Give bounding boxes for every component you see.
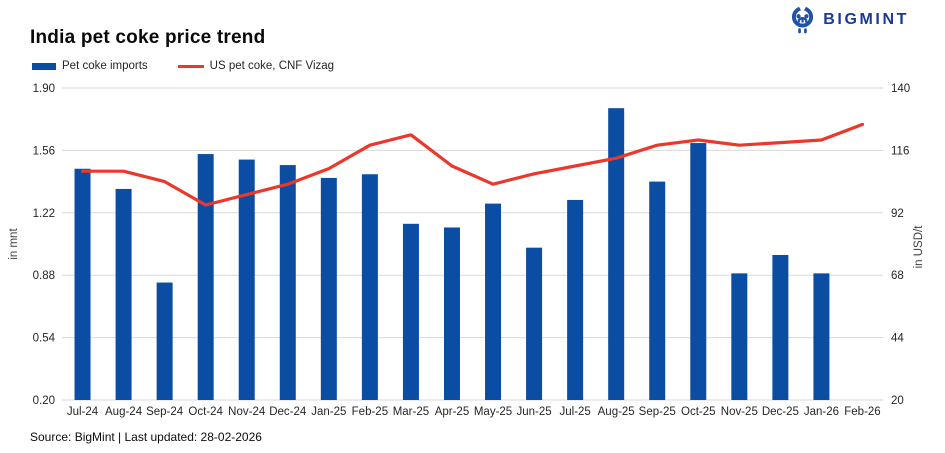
bar-Oct-24 [197,154,214,400]
x-axis-label: Jul-24 [67,406,99,418]
chart-legend: Pet coke imports US pet coke, CNF Vizag [32,60,334,72]
bar-Jan-26 [813,273,830,400]
right-axis-tick: 92 [891,208,904,220]
left-axis-tick: 0.54 [33,333,56,345]
x-axis-label: Feb-25 [352,406,388,418]
bar-Nov-25 [731,273,748,400]
bar-Nov-24 [238,159,255,400]
x-axis-label: Oct-25 [681,406,716,418]
bar-Jul-24 [74,168,91,400]
x-axis-label: Jan-26 [804,406,839,418]
axis-tick-labels: 1.90 1.56 1.22 0.88 0.54 0.20 140 116 92 68 44 20 [33,83,911,407]
x-axis-label: Dec-25 [762,406,799,418]
right-axis-tick: 44 [891,333,904,345]
x-axis-label: Sep-25 [639,406,676,418]
x-axis-label: Mar-25 [393,406,429,418]
bar-Sep-25 [649,181,666,400]
bar-Jan-25 [320,177,337,400]
gridlines [62,87,883,401]
right-axis-title: in USD/t [913,225,925,269]
x-axis-label: Oct-24 [188,406,223,418]
x-axis-label: Sep-24 [146,406,184,418]
bar-Mar-25 [402,223,419,400]
bar-May-25 [485,203,502,400]
x-axis-label: Apr-25 [435,406,470,418]
right-axis-tick: 116 [891,145,909,157]
left-axis-tick: 1.22 [33,208,55,220]
left-axis-tick: 1.56 [33,145,55,157]
bar-Aug-24 [115,188,132,400]
x-axis-label: Jun-25 [516,406,551,418]
bar-Jun-25 [526,247,543,400]
bar-Dec-25 [772,255,789,400]
x-axis-label: Aug-25 [598,406,635,418]
legend-label-imports: Pet coke imports [62,60,148,72]
left-axis-tick: 0.20 [33,395,55,407]
x-axis-labels: Jul-24 Aug-24 Sep-24 Oct-24 Nov-24 Dec-24 Jan-… [67,406,881,418]
bar-series-pet-coke-imports [74,108,830,400]
bigmint-logo-icon [792,5,814,34]
bar-Sep-24 [156,282,173,400]
line-series-us-pet-coke [80,122,865,207]
bigmint-wordmark: BIGMINT [823,10,909,28]
chart-title: India pet coke price trend [30,27,266,48]
legend-item-price: US pet coke, CNF Vizag [177,60,335,72]
x-axis-label: May-25 [474,406,512,418]
x-axis-label: Aug-24 [105,406,143,418]
left-axis-tick: 1.90 [33,83,55,95]
x-axis-label: Feb-26 [844,406,880,418]
x-axis-label: Nov-25 [721,406,758,418]
bar-Dec-24 [279,165,296,400]
bar-Feb-25 [361,174,378,400]
x-axis-label: Jan-25 [311,406,346,418]
bar-Apr-25 [443,227,460,400]
right-axis-tick: 68 [891,270,904,282]
bigmint-logo: BIGMINT [789,5,909,34]
bar-Oct-25 [690,143,707,400]
legend-label-price: US pet coke, CNF Vizag [209,60,335,72]
bar-Aug-25 [608,108,625,400]
legend-item-imports: Pet coke imports [32,60,148,72]
right-axis-tick: 20 [891,395,904,407]
x-axis-label: Dec-24 [269,406,307,418]
source-note: Source: BigMint | Last updated: 28-02-20… [30,430,262,444]
x-axis-label: Nov-24 [228,406,266,418]
right-axis-tick: 140 [891,83,910,95]
us-pet-coke-price-line [80,122,865,207]
left-axis-tick: 0.88 [33,270,55,282]
bar-Jul-25 [567,199,584,400]
left-axis-title: in mnt [8,228,20,260]
bar-series-swatch-icon [32,62,56,70]
x-axis-label: Jul-25 [559,406,590,418]
line-series-swatch-icon [177,64,204,68]
